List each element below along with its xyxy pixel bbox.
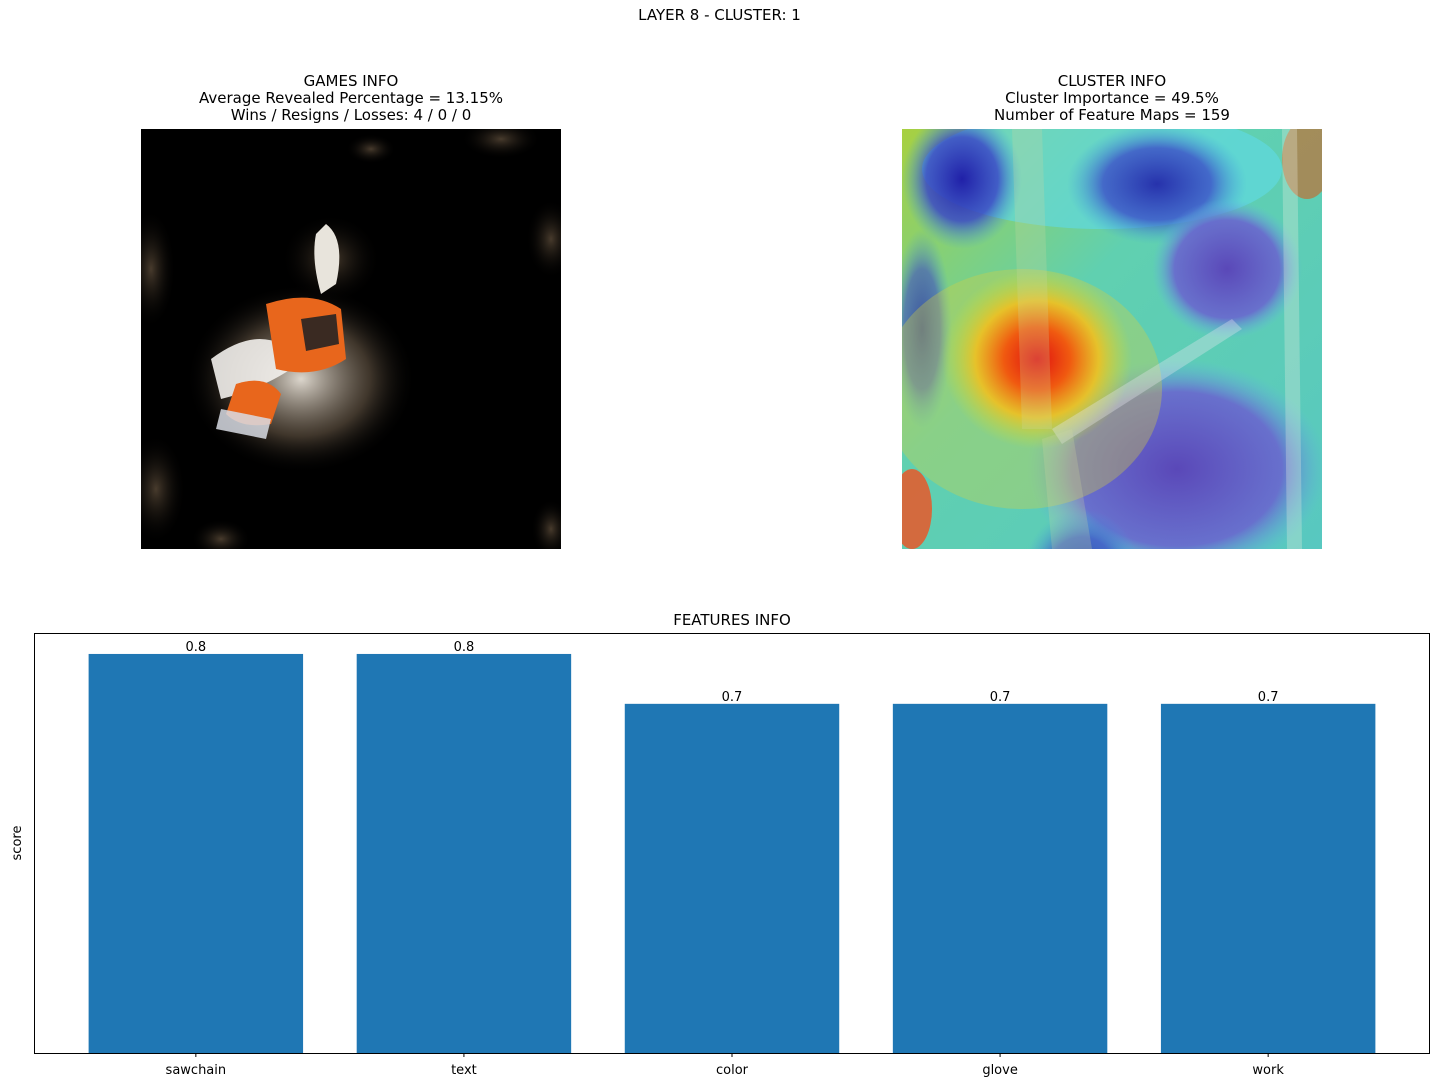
features-bar-chart: FEATURES INFO 0.8 sawchain 0.8 text 0.7 color…: [10, 611, 1430, 1078]
bar-value-label-text: 0.8: [454, 640, 475, 655]
games-info-title-block: GAMES INFO Average Revealed Percentage =…: [71, 73, 631, 124]
x-tick-label-color: color: [716, 1063, 749, 1078]
cluster-info-title-block: CLUSTER INFO Cluster Importance = 49.5% …: [832, 73, 1392, 124]
bar-color: [624, 703, 840, 1053]
chart-axes-frame: [34, 633, 1430, 1054]
x-tick-label-sawchain: sawchain: [166, 1063, 227, 1078]
games-masked-image: [141, 129, 561, 549]
bar-value-label-sawchain: 0.8: [186, 640, 207, 655]
games-info-title: GAMES INFO: [303, 72, 399, 90]
x-tick-label-work: work: [1252, 1063, 1284, 1078]
cluster-info-importance: Cluster Importance = 49.5%: [1005, 89, 1219, 107]
bar-text: [356, 653, 572, 1053]
bar-value-label-glove: 0.7: [990, 690, 1011, 705]
games-info-revealed-percentage: Average Revealed Percentage = 13.15%: [198, 89, 503, 107]
games-info-wins-resigns-losses: Wins / Resigns / Losses: 4 / 0 / 0: [230, 106, 472, 124]
bar-glove: [892, 703, 1108, 1053]
cluster-info-title: CLUSTER INFO: [1057, 72, 1167, 90]
chart-bars-group: 0.8 sawchain 0.8 text 0.7 color 0.7 glove 0.7 wor…: [88, 640, 1376, 1078]
bar-sawchain: [88, 653, 304, 1053]
x-tick-label-text: text: [451, 1063, 477, 1078]
cluster-heatmap-image: [902, 129, 1322, 549]
bar-work: [1160, 703, 1376, 1053]
bar-value-label-work: 0.7: [1258, 690, 1279, 705]
x-tick-label-glove: glove: [982, 1063, 1018, 1078]
chart-title: FEATURES INFO: [673, 611, 791, 629]
cluster-info-feature-maps: Number of Feature Maps = 159: [994, 106, 1230, 124]
figure-suptitle: LAYER 8 - CLUSTER: 1: [638, 6, 801, 24]
y-axis-label: score: [10, 826, 25, 861]
bar-value-label-color: 0.7: [722, 690, 743, 705]
